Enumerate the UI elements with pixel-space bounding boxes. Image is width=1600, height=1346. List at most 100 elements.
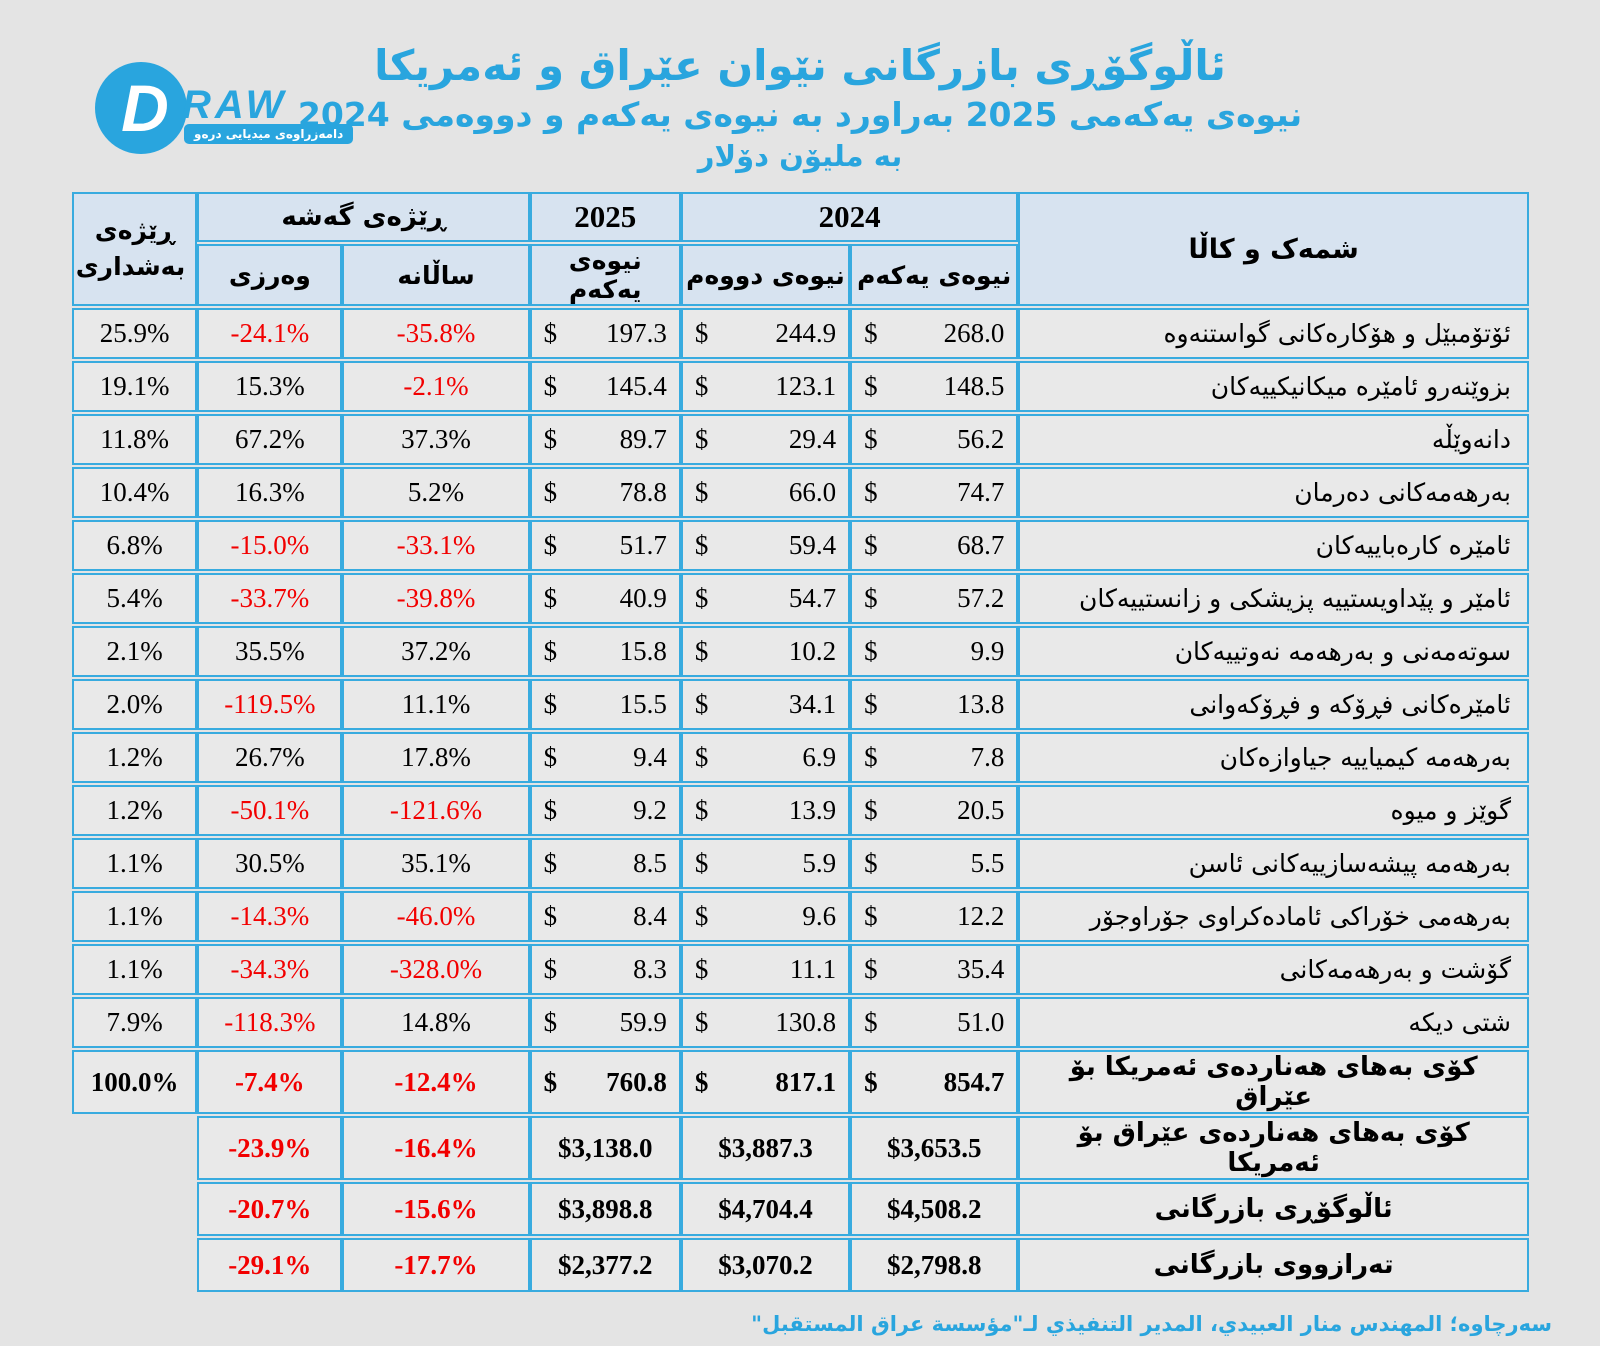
amount: $3,070.2	[718, 1249, 813, 1280]
money-value: $74.7	[852, 477, 1016, 508]
cell-share: 10.4%	[72, 467, 198, 519]
money-value: $5.5	[852, 848, 1016, 879]
dollar-sign: $	[694, 901, 709, 932]
table-row: شتی دیکە $51.0 $130.8 $59.9 14.8% -118.3% 7.9%	[72, 997, 1529, 1049]
amount: 9.9	[970, 636, 1005, 667]
dollar-sign: $	[694, 795, 709, 826]
table-row: گۆشت و بەرهەمەکانی $35.4 $11.1 $8.3 -328.0% -…	[72, 944, 1529, 996]
dollar-sign: $	[543, 848, 558, 879]
cell-2024-second-half: $29.4	[680, 414, 851, 466]
cell-quarterly-growth: -15.0%	[197, 520, 343, 572]
money-value: $7.8	[852, 742, 1016, 773]
cell-2024-second-half: $817.1	[680, 1050, 851, 1115]
cell-annual-growth: 17.8%	[342, 732, 530, 784]
money-value: $145.4	[532, 371, 679, 402]
cell-2025-first-half: $15.5	[529, 679, 681, 731]
cell-2024-second-half: $123.1	[680, 361, 851, 413]
cell-2024-second-half: $13.9	[680, 785, 851, 837]
dollar-sign: $	[543, 530, 558, 561]
money-value: $8.5	[532, 848, 679, 879]
cell-2024-first-half: $4,508.2	[850, 1182, 1019, 1237]
cell-2024-second-half: $54.7	[680, 573, 851, 625]
dollar-sign: $	[543, 901, 558, 932]
amount: 8.5	[633, 848, 667, 879]
money-value: $4,704.4	[683, 1194, 848, 1225]
header-quarterly: وەرزی	[197, 244, 343, 307]
amount: $3,653.5	[886, 1132, 982, 1163]
total-row: کۆی بەهای هەناردەی ئەمریکا بۆ عێراق $854.…	[72, 1050, 1529, 1115]
dollar-sign: $	[543, 1066, 558, 1097]
money-value: $9.9	[852, 636, 1016, 667]
dollar-sign: $	[864, 1007, 878, 1038]
cell-commodity: بەرهەمە پیشەسازییەکانی ئاسن	[1018, 838, 1529, 890]
cell-2025-first-half: $40.9	[529, 573, 681, 625]
cell-quarterly-growth: -29.1%	[197, 1238, 343, 1293]
cell-2024-first-half: $68.7	[850, 520, 1019, 572]
cell-quarterly-growth: 67.2%	[197, 414, 343, 466]
cell-2024-second-half: $130.8	[680, 997, 851, 1049]
dollar-sign: $	[694, 318, 709, 349]
amount: 9.6	[802, 901, 837, 932]
cell-2025-first-half: $15.8	[529, 626, 681, 678]
total-row: تەرازووی بازرگانی $2,798.8 $3,070.2 $2,377.…	[72, 1238, 1529, 1293]
cell-commodity: شتی دیکە	[1018, 997, 1529, 1049]
table-row: ئامێرە کارەباییەکان $68.7 $59.4 $51.7 -33.1%…	[72, 520, 1529, 572]
money-value: $3,653.5	[852, 1133, 1016, 1164]
page-title: ئاڵوگۆڕی بازرگانی نێوان عێراق و ئەمریکا …	[0, 0, 1600, 176]
cell-2024-second-half: $9.6	[680, 891, 851, 943]
money-value: $760.8	[532, 1067, 679, 1098]
cell-commodity: بزوێنەرو ئامێرە میکانیکییەکان	[1018, 361, 1529, 413]
cell-commodity: بەرهەمەکانی دەرمان	[1018, 467, 1529, 519]
draw-logo-circle-icon: D	[95, 62, 187, 154]
cell-2024-first-half: $74.7	[850, 467, 1019, 519]
cell-quarterly-growth: 16.3%	[197, 467, 343, 519]
dollar-sign: $	[864, 530, 878, 561]
cell-2024-second-half: $4,704.4	[680, 1182, 851, 1237]
cell-quarterly-growth: -24.1%	[197, 308, 343, 360]
amount: 34.1	[788, 689, 837, 720]
dollar-sign: $	[864, 1066, 878, 1097]
amount: 130.8	[775, 1007, 837, 1038]
dollar-sign: $	[694, 477, 709, 508]
cell-2024-first-half: $7.8	[850, 732, 1019, 784]
header-share: ڕێژەی بەشداری	[72, 192, 198, 307]
cell-annual-growth: 35.1%	[342, 838, 530, 890]
cell-quarterly-growth: -50.1%	[197, 785, 343, 837]
money-value: $57.2	[852, 583, 1016, 614]
amount: $3,138.0	[558, 1132, 653, 1163]
header-2024-first-half: نیوەی یەکەم	[850, 244, 1019, 307]
dollar-sign: $	[543, 371, 558, 402]
amount: 5.5	[970, 848, 1005, 879]
cell-2025-first-half: $145.4	[529, 361, 681, 413]
amount: 7.8	[970, 742, 1005, 773]
money-value: $51.7	[532, 530, 679, 561]
money-value: $8.4	[532, 901, 679, 932]
amount: 10.2	[788, 636, 837, 667]
money-value: $15.5	[532, 689, 679, 720]
amount: 20.5	[957, 795, 1005, 826]
cell-2024-first-half: $268.0	[850, 308, 1019, 360]
header-year-2024: 2024	[680, 192, 1019, 243]
dollar-sign: $	[694, 371, 709, 402]
dollar-sign: $	[543, 424, 558, 455]
cell-share: 1.1%	[72, 944, 198, 996]
cell-annual-growth: -15.6%	[342, 1182, 530, 1237]
money-value: $54.7	[683, 583, 848, 614]
cell-2024-first-half: $2,798.8	[850, 1238, 1019, 1293]
cell-commodity: ئامێرە کارەباییەکان	[1018, 520, 1529, 572]
cell-2025-first-half: $9.4	[529, 732, 681, 784]
amount: 12.2	[957, 901, 1005, 932]
amount: 40.9	[619, 583, 667, 614]
cell-annual-growth: -39.8%	[342, 573, 530, 625]
cell-2024-second-half: $11.1	[680, 944, 851, 996]
cell-2024-second-half: $59.4	[680, 520, 851, 572]
cell-2025-first-half: $59.9	[529, 997, 681, 1049]
dollar-sign: $	[864, 477, 878, 508]
cell-2024-first-half: $854.7	[850, 1050, 1019, 1115]
cell-annual-growth: -2.1%	[342, 361, 530, 413]
dollar-sign: $	[864, 424, 878, 455]
cell-2025-first-half: $3,138.0	[529, 1116, 681, 1181]
cell-2024-first-half: $56.2	[850, 414, 1019, 466]
money-value: $12.2	[852, 901, 1016, 932]
source-note: سەرچاوە؛ المهندس منار العبيدي، المدير ال…	[751, 1312, 1552, 1337]
